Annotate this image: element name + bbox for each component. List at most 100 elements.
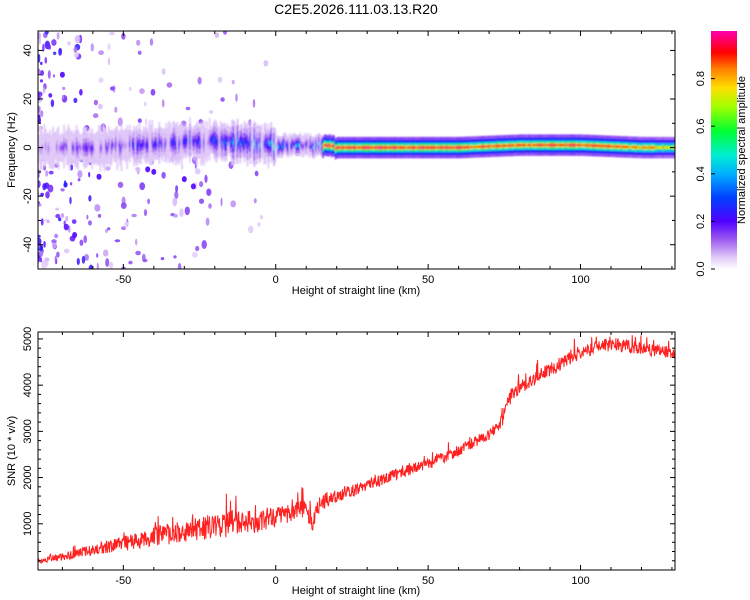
band-column: [551, 144, 554, 146]
noise-blob: [145, 166, 151, 173]
band-column: [220, 138, 222, 142]
band-column: [522, 144, 525, 146]
noise-blob: [197, 76, 202, 85]
band-column: [329, 143, 331, 146]
band-column: [620, 145, 623, 148]
band-column: [358, 146, 361, 149]
noise-blob: [137, 50, 142, 55]
band-column: [505, 144, 508, 147]
band-column: [228, 138, 231, 141]
noise-blob: [121, 32, 126, 40]
band-column: [336, 146, 338, 149]
band-column: [642, 146, 645, 149]
noise-blob: [96, 262, 99, 269]
band-column: [543, 144, 546, 146]
noise-blob: [179, 208, 184, 218]
band-column: [71, 146, 74, 149]
band-column: [269, 142, 271, 145]
noise-blob: [180, 164, 184, 170]
band-column: [525, 144, 527, 146]
noise-blob: [98, 50, 104, 56]
colorbar-ticks: 0.0 0.2 0.4 0.6 0.8: [695, 71, 715, 277]
band-column: [495, 145, 498, 147]
band-column: [497, 145, 499, 147]
noise-blob: [90, 43, 95, 52]
band-column: [565, 144, 568, 146]
band-column: [490, 145, 492, 148]
band-column: [456, 146, 459, 149]
noise-blob: [67, 41, 71, 46]
noise-blob: [220, 97, 225, 102]
band-column: [427, 146, 429, 149]
band-column: [106, 147, 109, 151]
band-column: [262, 132, 264, 159]
band-column: [189, 138, 191, 142]
band-column: [592, 144, 595, 147]
band-column: [81, 146, 84, 149]
band-column: [549, 144, 551, 146]
band-column: [521, 144, 523, 146]
band-column: [255, 141, 257, 146]
noise-blob: [47, 44, 52, 50]
band-column: [351, 146, 354, 149]
band-column: [42, 145, 44, 149]
band-column: [441, 146, 443, 149]
band-column: [78, 145, 81, 148]
band-column: [323, 144, 326, 146]
band-column: [514, 144, 516, 147]
band-column: [274, 144, 277, 148]
band-column: [627, 146, 630, 148]
band-column: [438, 146, 441, 149]
band-column: [224, 140, 226, 144]
x-tick-label: -50: [115, 274, 131, 286]
band-column: [585, 144, 588, 147]
band-column: [630, 146, 632, 148]
band-column: [266, 141, 268, 145]
band-column: [213, 138, 215, 142]
noise-blob: [61, 213, 64, 218]
band-column: [509, 144, 512, 147]
noise-blob: [40, 70, 44, 76]
band-column: [563, 144, 565, 146]
band-column: [516, 144, 519, 147]
band-column: [379, 146, 382, 149]
band-column: [115, 143, 117, 146]
band-column: [453, 146, 456, 149]
band-column: [67, 124, 70, 166]
noise-blob: [97, 213, 102, 218]
band-column: [593, 144, 596, 147]
noise-blob: [206, 188, 212, 196]
noise-blob: [199, 181, 204, 188]
band-column: [164, 143, 166, 147]
band-column: [85, 145, 88, 149]
snr-panel: -50 0 50 100 1000 2000 3000 4000 5000 Height of …: [6, 327, 676, 597]
band-column: [633, 146, 635, 149]
noise-blob: [161, 68, 166, 75]
band-column: [540, 144, 543, 146]
band-column: [138, 141, 141, 145]
band-column: [654, 146, 656, 149]
noise-blob: [142, 258, 148, 263]
band-column: [400, 146, 403, 149]
band-column: [414, 146, 417, 149]
band-column: [207, 141, 210, 144]
band-column: [546, 144, 548, 146]
band-column: [404, 146, 407, 149]
band-column: [131, 142, 134, 145]
noise-blob: [166, 82, 173, 88]
band-column: [87, 147, 89, 151]
band-column: [193, 141, 196, 145]
band-column: [59, 147, 61, 150]
noise-blob: [92, 113, 99, 119]
band-column: [283, 142, 285, 145]
band-column: [297, 144, 299, 147]
band-column: [232, 140, 235, 145]
band-column: [428, 146, 431, 149]
band-column: [277, 146, 280, 149]
band-column: [381, 146, 383, 149]
band-column: [572, 144, 575, 146]
band-column: [628, 146, 631, 148]
band-column: [368, 146, 371, 149]
noise-blob: [117, 117, 123, 127]
band-column: [473, 146, 476, 148]
